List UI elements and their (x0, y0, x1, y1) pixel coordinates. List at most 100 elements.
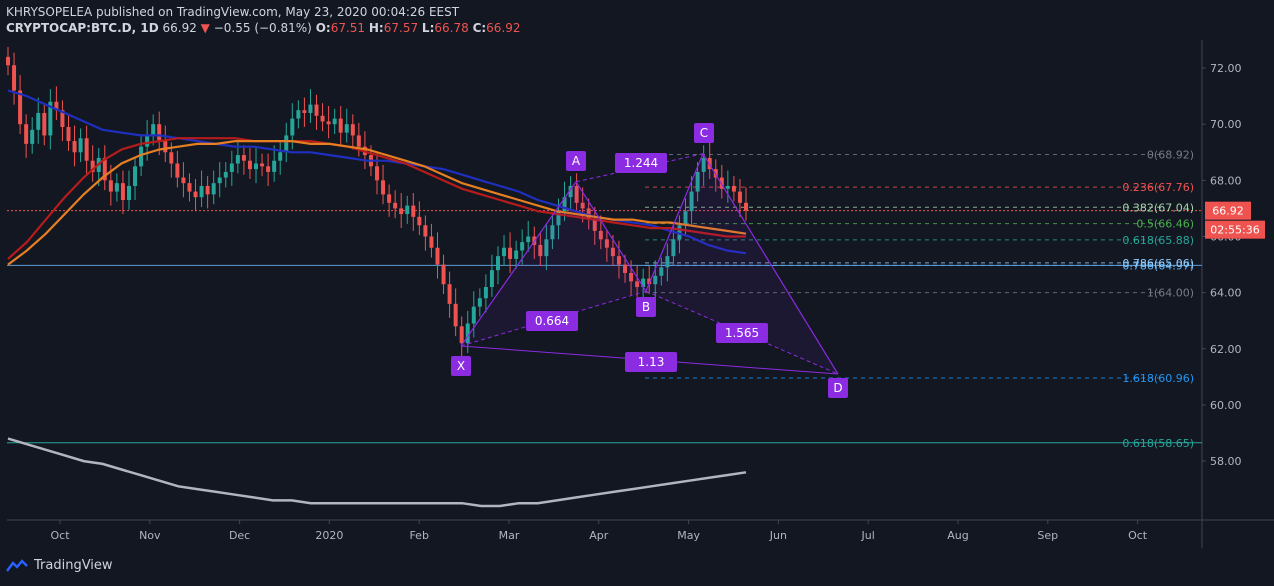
candle-body (278, 152, 283, 161)
high-value: 67.57 (383, 21, 419, 35)
candle-body (181, 177, 186, 184)
candle-body (102, 157, 107, 181)
candle-body (108, 180, 113, 192)
x-tick-label: Nov (139, 529, 161, 542)
plot-area (7, 40, 1202, 520)
candle-body (163, 141, 168, 153)
candle-body (254, 163, 259, 170)
candle-body (393, 202, 398, 209)
fib-level-label: 0.786(64.97) (1122, 259, 1194, 272)
candle-body (217, 177, 222, 184)
candle-body (120, 183, 125, 200)
candle-body (689, 191, 694, 212)
candle-body (375, 166, 379, 181)
candle-body (713, 169, 718, 178)
price-countdown: 02:55:36 (1210, 224, 1259, 237)
candle-body (235, 155, 240, 164)
candle-body (514, 250, 519, 259)
y-tick-label: 60.00 (1210, 399, 1242, 412)
candle-body (744, 202, 748, 211)
moving-average-line (7, 89, 747, 255)
candle-body (465, 323, 470, 344)
candle-body (477, 298, 482, 307)
candle-body (610, 247, 615, 257)
symbol-name: CRYPTOCAP:BTC.D, 1D (6, 21, 159, 35)
countdown-box (1205, 220, 1265, 239)
candle-body (538, 244, 543, 257)
candle-body (399, 208, 404, 215)
tradingview-logo-icon (6, 558, 28, 572)
candle-body (647, 278, 652, 285)
x-tick-label: May (677, 529, 700, 542)
y-tick-label: 68.00 (1210, 174, 1242, 187)
candle-body (290, 118, 295, 136)
candle-body (139, 146, 144, 167)
candle-body (429, 236, 434, 248)
fib-level-label: 0.618(65.88) (1122, 234, 1194, 247)
fib-level-label: 0.236(67.76) (1122, 181, 1194, 194)
candle-body (502, 247, 507, 257)
pattern-point-label: C (700, 126, 708, 140)
candle-body (54, 101, 59, 111)
pattern-ratio-label: 1.13 (638, 355, 665, 369)
pattern-point-label-box (694, 123, 714, 143)
candle-body (423, 225, 428, 237)
candle-body (126, 185, 131, 200)
candle-body (623, 264, 628, 273)
candle-body (671, 239, 676, 257)
candle-body (725, 185, 730, 189)
candle-body (520, 242, 525, 251)
fib-level-label: 0.382(67.04) (1122, 201, 1194, 214)
candle-body (241, 155, 246, 161)
candle-body (169, 152, 174, 164)
candle-body (187, 183, 192, 192)
x-tick-label: Jul (861, 529, 875, 542)
candle-body (737, 191, 742, 203)
candle-body (635, 281, 640, 288)
candle-body (580, 202, 585, 209)
low-label: L: (421, 21, 435, 35)
candle-body (653, 275, 658, 285)
candle-body (48, 101, 53, 136)
candle-body (435, 247, 440, 265)
last-price: 66.92 (162, 21, 197, 35)
x-tick-label: Sep (1037, 529, 1058, 542)
high-label: H: (368, 21, 384, 35)
candle-body (314, 104, 319, 116)
candle-body (731, 185, 736, 192)
candle-body (417, 216, 422, 226)
candle-body (459, 326, 464, 344)
fib-level-label: 0.618(58.65) (1122, 437, 1194, 450)
y-tick-label: 58.00 (1210, 455, 1242, 468)
candle-body (641, 278, 646, 288)
candle-body (133, 166, 138, 186)
candle-body (350, 124, 355, 136)
candle-body (592, 219, 597, 231)
candle-body (489, 270, 494, 288)
candle-body (471, 306, 476, 324)
down-triangle-icon: ▼ (200, 21, 210, 35)
candle-body (266, 166, 271, 172)
moving-average-line (7, 140, 747, 266)
candle-body (84, 138, 89, 161)
fib-level-label: 0.5(66.46) (1136, 218, 1194, 231)
x-tick-label: Aug (947, 529, 968, 542)
candle-body (550, 225, 555, 240)
candle-body (701, 157, 706, 172)
candle-body (332, 118, 337, 125)
candle-body (60, 110, 65, 128)
candle-body (508, 247, 513, 259)
candle-body (211, 183, 216, 195)
x-tick-label: Jun (769, 529, 787, 542)
open-value: 67.51 (330, 21, 366, 35)
candle-body (114, 183, 119, 192)
y-tick-label: 72.00 (1210, 62, 1242, 75)
candle-body (30, 129, 35, 144)
footer-brand: TradingView (34, 558, 113, 573)
candle-body (616, 256, 621, 265)
candle-body (544, 239, 549, 257)
candle-body (193, 191, 198, 198)
pattern-leg (575, 181, 647, 292)
candle-body (284, 135, 289, 153)
